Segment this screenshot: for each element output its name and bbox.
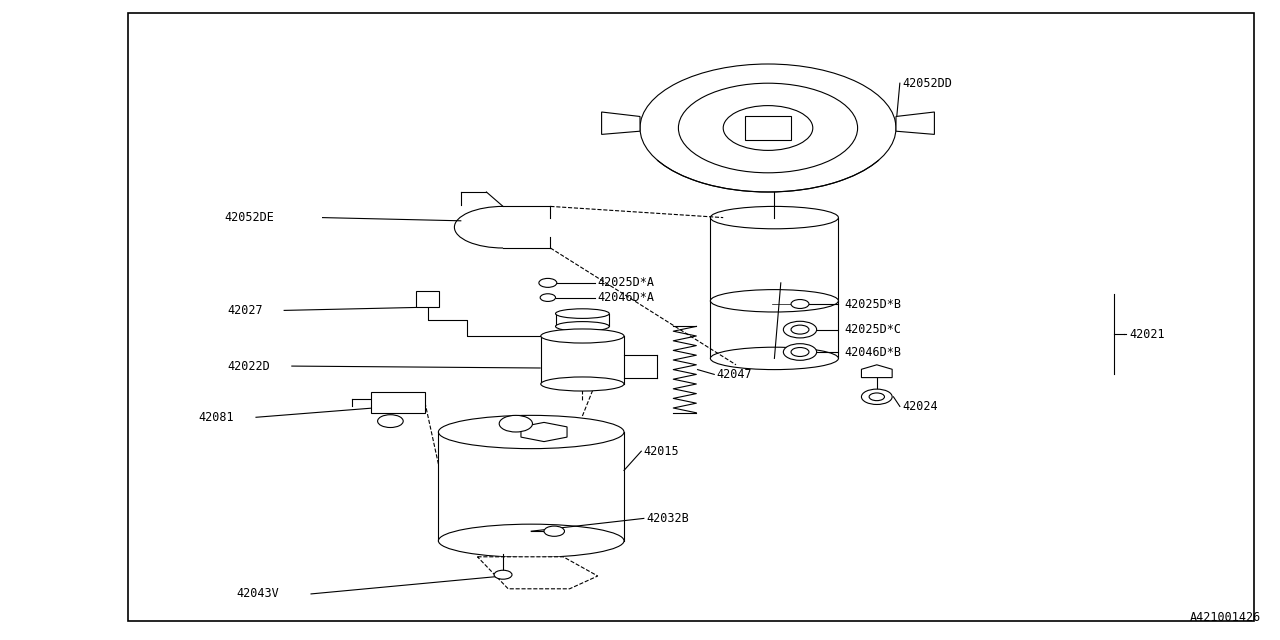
Text: A421001426: A421001426 (1189, 611, 1261, 624)
Text: 42052DE: 42052DE (224, 211, 274, 224)
Text: 42032B: 42032B (646, 512, 689, 525)
Text: 42052DD: 42052DD (902, 77, 952, 90)
Text: 42021: 42021 (1129, 328, 1165, 340)
Polygon shape (896, 112, 934, 134)
Text: 42024: 42024 (902, 400, 938, 413)
Text: 42081: 42081 (198, 411, 234, 424)
Circle shape (378, 415, 403, 428)
Circle shape (499, 415, 532, 432)
Text: 42025D*C: 42025D*C (845, 323, 902, 336)
Text: 42015: 42015 (644, 445, 680, 458)
Text: 42046D*B: 42046D*B (845, 346, 902, 358)
Bar (416, 291, 439, 307)
Bar (745, 116, 791, 140)
Circle shape (783, 321, 817, 338)
Ellipse shape (540, 377, 625, 391)
Text: 42046D*A: 42046D*A (598, 291, 655, 304)
Polygon shape (521, 422, 567, 442)
Circle shape (494, 570, 512, 579)
Polygon shape (861, 365, 892, 378)
Circle shape (723, 106, 813, 150)
Text: 42027: 42027 (228, 304, 264, 317)
Ellipse shape (438, 415, 625, 449)
Circle shape (678, 83, 858, 173)
Circle shape (539, 278, 557, 287)
Ellipse shape (556, 321, 609, 332)
Circle shape (640, 64, 896, 192)
Polygon shape (602, 112, 640, 134)
Bar (371, 392, 425, 413)
Circle shape (861, 389, 892, 404)
Text: 42047: 42047 (717, 368, 753, 381)
Circle shape (791, 348, 809, 356)
Circle shape (544, 526, 564, 536)
Ellipse shape (710, 347, 838, 370)
Circle shape (869, 393, 884, 401)
Polygon shape (477, 557, 598, 589)
Ellipse shape (556, 309, 609, 319)
Circle shape (783, 344, 817, 360)
Circle shape (540, 294, 556, 301)
Text: 42022D: 42022D (228, 360, 270, 372)
Ellipse shape (438, 524, 625, 557)
Circle shape (791, 300, 809, 308)
Ellipse shape (540, 329, 625, 343)
Text: 42025D*A: 42025D*A (598, 276, 655, 289)
Text: 42025D*B: 42025D*B (845, 298, 902, 310)
Ellipse shape (710, 290, 838, 312)
Circle shape (791, 325, 809, 334)
Ellipse shape (710, 207, 838, 229)
Bar (128, 13, 1254, 621)
Text: 42043V: 42043V (237, 588, 279, 600)
